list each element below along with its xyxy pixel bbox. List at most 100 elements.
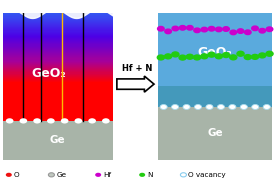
Bar: [3, 31, 113, 33]
Bar: [3, 59, 113, 61]
Bar: [3, 53, 113, 54]
Bar: [3, 45, 113, 47]
Circle shape: [180, 173, 186, 177]
Bar: [3, 68, 113, 69]
Bar: [3, 91, 113, 93]
Circle shape: [157, 55, 164, 60]
Bar: [3, 14, 113, 15]
Circle shape: [33, 118, 41, 124]
Text: Ge: Ge: [56, 172, 67, 178]
Circle shape: [36, 3, 42, 7]
Bar: [3, 30, 113, 32]
Bar: [3, 114, 113, 115]
Bar: [3, 86, 113, 88]
Circle shape: [186, 54, 193, 59]
Circle shape: [63, 2, 69, 6]
Circle shape: [237, 29, 244, 33]
Bar: [3, 37, 113, 39]
Circle shape: [222, 53, 230, 57]
Bar: [3, 90, 113, 92]
Circle shape: [230, 30, 236, 35]
Bar: [3, 117, 113, 119]
Bar: [3, 48, 113, 50]
Bar: [3, 73, 113, 75]
Circle shape: [266, 51, 273, 56]
Circle shape: [201, 54, 208, 59]
Circle shape: [164, 54, 172, 59]
Bar: [3, 50, 113, 52]
Circle shape: [194, 105, 202, 109]
Bar: [3, 39, 113, 40]
Circle shape: [216, 27, 222, 32]
Bar: [3, 71, 113, 72]
Bar: [3, 35, 113, 37]
Bar: [158, 13, 272, 86]
Text: Hf + N: Hf + N: [122, 64, 152, 74]
Circle shape: [58, 2, 64, 6]
Text: Ge: Ge: [50, 135, 65, 145]
Bar: [3, 118, 113, 120]
Circle shape: [6, 173, 12, 177]
Bar: [3, 81, 113, 82]
Bar: [3, 75, 113, 77]
Circle shape: [172, 52, 179, 57]
Bar: [3, 17, 113, 19]
Bar: [3, 51, 113, 53]
Bar: [3, 61, 113, 63]
Bar: [3, 46, 113, 48]
Bar: [3, 104, 113, 106]
Circle shape: [186, 26, 193, 30]
Bar: [3, 60, 113, 62]
Bar: [3, 72, 113, 74]
Bar: [3, 121, 113, 160]
Bar: [3, 116, 113, 118]
Bar: [3, 42, 113, 43]
Bar: [3, 43, 113, 44]
Bar: [3, 92, 113, 94]
Circle shape: [217, 105, 224, 109]
Bar: [3, 58, 113, 60]
Bar: [3, 108, 113, 110]
Circle shape: [244, 55, 251, 60]
Bar: [3, 47, 113, 49]
Bar: [3, 16, 113, 18]
Text: GeO₂: GeO₂: [32, 67, 66, 80]
Circle shape: [31, 4, 37, 8]
Bar: [3, 88, 113, 90]
Circle shape: [139, 173, 145, 177]
Circle shape: [201, 27, 208, 32]
Circle shape: [215, 54, 222, 59]
Bar: [3, 110, 113, 111]
Bar: [3, 15, 113, 16]
Bar: [3, 62, 113, 64]
Bar: [3, 99, 113, 100]
Bar: [3, 20, 113, 22]
Bar: [3, 97, 113, 98]
Circle shape: [20, 118, 27, 124]
Bar: [3, 29, 113, 30]
Circle shape: [172, 26, 179, 31]
Bar: [3, 119, 113, 121]
Bar: [3, 115, 113, 117]
Bar: [3, 69, 113, 70]
Circle shape: [10, 0, 16, 4]
Circle shape: [165, 29, 171, 34]
Bar: [3, 96, 113, 97]
Bar: [3, 67, 113, 68]
Bar: [3, 89, 113, 91]
Bar: [3, 41, 113, 42]
Circle shape: [60, 9, 65, 12]
Bar: [3, 22, 113, 24]
Bar: [3, 65, 113, 67]
Bar: [3, 23, 113, 25]
Bar: [3, 93, 113, 95]
Bar: [3, 77, 113, 79]
Bar: [3, 18, 113, 20]
Bar: [3, 55, 113, 56]
Circle shape: [48, 173, 54, 177]
Bar: [3, 27, 113, 28]
Circle shape: [252, 105, 259, 109]
Text: Ge: Ge: [207, 128, 223, 138]
Circle shape: [95, 173, 101, 177]
Bar: [3, 76, 113, 78]
